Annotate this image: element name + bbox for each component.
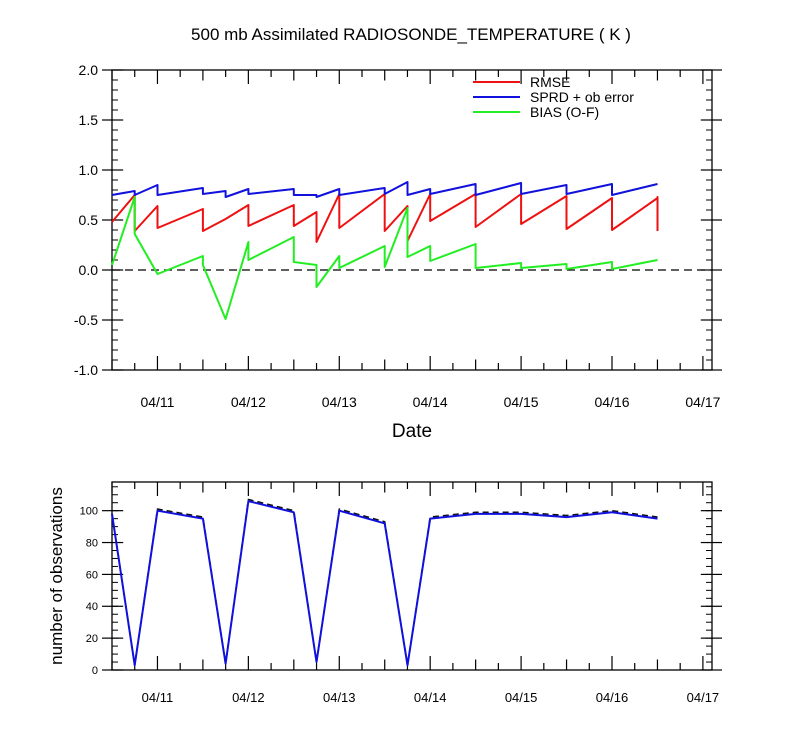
x-tick-label: 04/11 xyxy=(140,394,174,410)
y-tick-label: -1.0 xyxy=(74,362,98,378)
x-tick-label: 04/11 xyxy=(142,690,174,705)
y-axis-title-observations: number of observations xyxy=(47,487,66,665)
y-tick-label: 0.0 xyxy=(79,262,99,278)
series-line-rmse xyxy=(111,193,659,243)
legend: RMSE SPRD + ob error BIAS (O-F) xyxy=(473,74,634,120)
x-tick-label: 04/16 xyxy=(596,690,629,705)
bottom-series-lines xyxy=(111,498,658,667)
x-tick-label: 04/14 xyxy=(413,394,448,410)
x-tick-label: 04/13 xyxy=(322,394,357,410)
x-tick-label: 04/17 xyxy=(687,690,720,705)
x-tick-label: 04/15 xyxy=(505,690,538,705)
series-line-observations-used xyxy=(111,500,658,667)
x-tick-label: 04/13 xyxy=(323,690,356,705)
y-tick-label: 2.0 xyxy=(79,62,99,78)
series-line-sprd-ob-error xyxy=(111,181,658,198)
bottom-y-axis: 100 80 60 40 20 0 xyxy=(80,486,722,677)
top-x-axis: 04/11 04/12 04/13 04/14 04/15 04/16 04/17 xyxy=(111,70,721,410)
y-tick-label: 40 xyxy=(86,601,98,613)
bottom-plot-frame xyxy=(111,481,713,671)
legend-label-sprd: SPRD + ob error xyxy=(530,89,634,105)
legend-label-rmse: RMSE xyxy=(530,74,570,90)
y-tick-label: 100 xyxy=(80,506,98,518)
x-tick-label: 04/16 xyxy=(594,394,629,410)
y-tick-label: 60 xyxy=(86,569,98,581)
bottom-x-axis: 04/11 04/12 04/13 04/14 04/15 04/16 04/17 xyxy=(111,482,720,705)
x-axis-title: Date xyxy=(392,421,432,442)
top-y-axis: 2.0 1.5 1.0 0.5 0.0 -0.5 -1.0 xyxy=(74,62,722,378)
chart-title: 500 mb Assimilated RADIOSONDE_TEMPERATUR… xyxy=(191,25,631,44)
y-tick-label: 80 xyxy=(86,537,98,549)
legend-label-bias: BIAS (O-F) xyxy=(530,104,599,120)
x-tick-label: 04/17 xyxy=(685,394,720,410)
x-tick-label: 04/12 xyxy=(232,690,265,705)
x-tick-label: 04/14 xyxy=(414,690,447,705)
x-tick-label: 04/12 xyxy=(231,394,266,410)
series-line-observations-possible xyxy=(111,498,658,666)
top-series-lines xyxy=(111,181,659,320)
y-tick-label: 0.5 xyxy=(79,212,99,228)
top-panel: 2.01.51.00.50.0-0.5-1.0 04/11 04/12 04/13 0… xyxy=(74,62,722,442)
y-tick-label: 1.0 xyxy=(79,162,99,178)
series-line-bias-o-f xyxy=(111,196,658,320)
x-tick-label: 04/15 xyxy=(504,394,539,410)
y-tick-label: 20 xyxy=(86,633,98,645)
y-tick-label: 1.5 xyxy=(79,112,99,128)
y-tick-label: 0 xyxy=(92,665,98,677)
y-tick-label: -0.5 xyxy=(74,312,98,328)
